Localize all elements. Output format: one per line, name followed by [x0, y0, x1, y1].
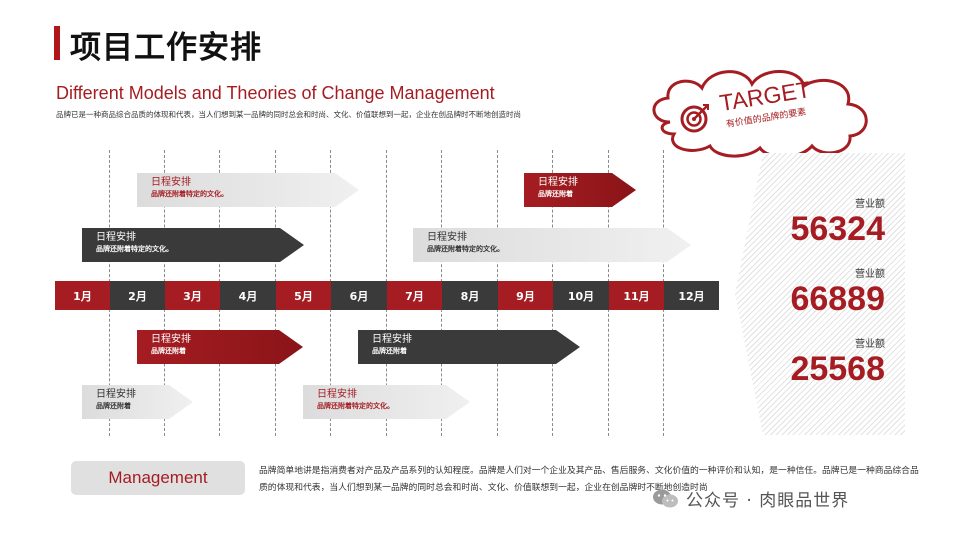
- month-cell: 11月: [609, 281, 664, 310]
- stats-panel: 营业额 56324 营业额 66889 营业额 25568: [735, 153, 905, 435]
- month-cell: 4月: [220, 281, 276, 310]
- schedule-title: 日程安排: [372, 334, 412, 345]
- target-icon: [680, 104, 709, 133]
- month-cell: 8月: [442, 281, 498, 310]
- stat-value: 25568: [790, 350, 885, 388]
- schedule-title: 日程安排: [151, 177, 191, 188]
- stat-label: 营业额: [855, 199, 885, 210]
- month-cell: 9月: [498, 281, 553, 310]
- schedule-subtitle: 品牌还附着: [538, 190, 573, 198]
- title-accent-bar: [54, 26, 60, 60]
- month-cell: 2月: [110, 281, 165, 310]
- schedule-arrow: 日程安排 品牌还附着特定的文化。: [82, 228, 304, 262]
- target-cloud: [652, 70, 868, 159]
- management-label: Management: [71, 461, 245, 495]
- month-timeline: 1月 2月 3月 4月 5月 6月 7月 8月 9月 10月 11月 12月: [55, 281, 719, 310]
- page-description: 品牌已是一种商品综合品质的体现和代表，当人们想到某一品牌的同时总会和时尚、文化、…: [56, 110, 521, 119]
- schedule-subtitle: 品牌还附着特定的文化。: [317, 402, 394, 410]
- management-description: 品牌简单地讲是指消费者对产品及产品系列的认知程度。品牌是人们对一个企业及其产品、…: [259, 466, 919, 493]
- page-subtitle: Different Models and Theories of Change …: [56, 83, 495, 103]
- month-cell: 3月: [165, 281, 220, 310]
- stat-label: 营业额: [855, 339, 885, 350]
- schedule-title: 日程安排: [151, 334, 191, 345]
- schedule-arrow: 日程安排 品牌还附着特定的文化。: [137, 173, 359, 207]
- schedule-arrow: 日程安排 品牌还附着特定的文化。: [303, 385, 470, 419]
- stat-label: 营业额: [855, 269, 885, 280]
- stat-item: 营业额 25568: [790, 335, 885, 388]
- month-cell: 12月: [664, 281, 719, 310]
- watermark: 公众号 · 肉眼品世界: [652, 486, 849, 511]
- month-cell: 5月: [276, 281, 331, 310]
- schedule-arrow: 日程安排 品牌还附着特定的文化。: [413, 228, 691, 262]
- schedule-arrow: 日程安排 品牌还附着: [82, 385, 193, 419]
- schedule-title: 日程安排: [538, 177, 578, 188]
- stat-value: 56324: [790, 210, 885, 248]
- schedule-arrow: 日程安排 品牌还附着: [137, 330, 303, 364]
- schedule-title: 日程安排: [317, 389, 357, 400]
- wechat-icon: [653, 489, 678, 507]
- schedule-subtitle: 品牌还附着: [151, 347, 186, 355]
- month-cell: 10月: [553, 281, 609, 310]
- month-cell: 7月: [387, 281, 442, 310]
- month-cell: 1月: [55, 281, 110, 310]
- watermark-text: 公众号 · 肉眼品世界: [686, 491, 850, 511]
- stat-value: 66889: [790, 280, 885, 318]
- schedule-title: 日程安排: [427, 232, 467, 243]
- schedule-subtitle: 品牌还附着: [372, 347, 407, 355]
- schedule-subtitle: 品牌还附着特定的文化。: [427, 245, 504, 253]
- schedule-arrow: 日程安排 品牌还附着: [524, 173, 636, 207]
- schedule-subtitle: 品牌还附着特定的文化。: [96, 245, 173, 253]
- schedule-subtitle: 品牌还附着特定的文化。: [151, 190, 228, 198]
- schedule-arrow: 日程安排 品牌还附着: [358, 330, 580, 364]
- stat-item: 营业额 66889: [790, 265, 885, 318]
- schedule-title: 日程安排: [96, 232, 136, 243]
- schedule-title: 日程安排: [96, 389, 136, 400]
- month-cell: 6月: [331, 281, 387, 310]
- stat-item: 营业额 56324: [790, 195, 885, 248]
- page-title: 项目工作安排: [70, 30, 262, 66]
- schedule-subtitle: 品牌还附着: [96, 402, 131, 410]
